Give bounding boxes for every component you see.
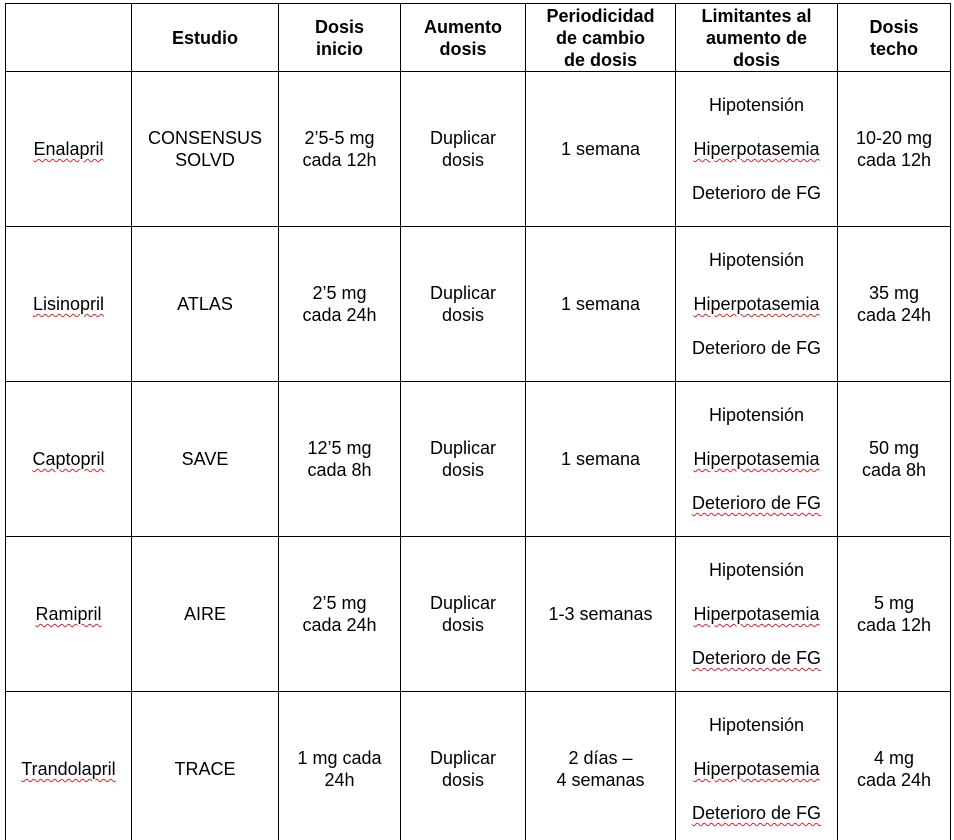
limit-hipotension: Hipotensión (680, 94, 833, 116)
limit-hiperpotasemia: Hiperpotasemia (693, 449, 819, 469)
header-aumento-dosis: Aumento dosis (401, 4, 526, 72)
limit-hiperpotasemia: Hiperpotasemia (693, 759, 819, 779)
drug-cell: Trandolapril (6, 692, 132, 840)
limits-cell: Hipotensión Hiperpotasemia Deterioro de … (676, 537, 838, 692)
increase-cell: Duplicar dosis (401, 382, 526, 537)
header-periodicidad: Periodicidad de cambio de dosis (526, 4, 676, 72)
period-cell: 1 semana (526, 72, 676, 227)
drug-name: Lisinopril (33, 294, 104, 314)
increase-cell: Duplicar dosis (401, 692, 526, 840)
max-dose-cell: 5 mg cada 12h (838, 537, 951, 692)
period-cell: 1 semana (526, 382, 676, 537)
max-dose-cell: 4 mg cada 24h (838, 692, 951, 840)
limit-deterioro-fg: Deterioro de FG (692, 648, 821, 668)
max-dose-cell: 10-20 mg cada 12h (838, 72, 951, 227)
period-cell: 1 semana (526, 227, 676, 382)
limit-deterioro-fg: Deterioro de FG (680, 337, 833, 359)
table-row: Captopril SAVE 12’5 mg cada 8h Duplicar … (6, 382, 951, 537)
study-cell: AIRE (132, 537, 279, 692)
study-cell: TRACE (132, 692, 279, 840)
limits-cell: Hipotensión Hiperpotasemia Deterioro de … (676, 72, 838, 227)
increase-cell: Duplicar dosis (401, 227, 526, 382)
limit-hiperpotasemia: Hiperpotasemia (693, 139, 819, 159)
header-limitantes: Limitantes al aumento de dosis (676, 4, 838, 72)
drug-name: Trandolapril (21, 759, 115, 779)
limit-deterioro-fg: Deterioro de FG (692, 803, 821, 823)
limit-deterioro-fg: Deterioro de FG (692, 493, 821, 513)
start-dose-cell: 2’5 mg cada 24h (279, 537, 401, 692)
limits-cell: Hipotensión Hiperpotasemia Deterioro de … (676, 692, 838, 840)
header-dosis-inicio: Dosis inicio (279, 4, 401, 72)
start-dose-cell: 1 mg cada 24h (279, 692, 401, 840)
drug-cell: Enalapril (6, 72, 132, 227)
limit-hipotension: Hipotensión (680, 404, 833, 426)
header-row: Estudio Dosis inicio Aumento dosis Perio… (6, 4, 951, 72)
table-row: Ramipril AIRE 2’5 mg cada 24h Duplicar d… (6, 537, 951, 692)
increase-cell: Duplicar dosis (401, 72, 526, 227)
start-dose-cell: 2’5 mg cada 24h (279, 227, 401, 382)
limit-hipotension: Hipotensión (680, 559, 833, 581)
drug-cell: Ramipril (6, 537, 132, 692)
limits-cell: Hipotensión Hiperpotasemia Deterioro de … (676, 227, 838, 382)
study-cell: ATLAS (132, 227, 279, 382)
drug-name: Enalapril (33, 139, 103, 159)
study-cell: SAVE (132, 382, 279, 537)
limits-cell: Hipotensión Hiperpotasemia Deterioro de … (676, 382, 838, 537)
start-dose-cell: 12’5 mg cada 8h (279, 382, 401, 537)
header-empty-cell (6, 4, 132, 72)
drug-name: Ramipril (35, 604, 101, 624)
table-row: Trandolapril TRACE 1 mg cada 24h Duplica… (6, 692, 951, 840)
limit-hiperpotasemia: Hiperpotasemia (693, 294, 819, 314)
max-dose-cell: 50 mg cada 8h (838, 382, 951, 537)
limit-hipotension: Hipotensión (680, 714, 833, 736)
limit-hiperpotasemia: Hiperpotasemia (693, 604, 819, 624)
table-row: Lisinopril ATLAS 2’5 mg cada 24h Duplica… (6, 227, 951, 382)
study-cell: CONSENSUS SOLVD (132, 72, 279, 227)
start-dose-cell: 2’5-5 mg cada 12h (279, 72, 401, 227)
drug-cell: Lisinopril (6, 227, 132, 382)
header-dosis-techo: Dosis techo (838, 4, 951, 72)
limit-hipotension: Hipotensión (680, 249, 833, 271)
max-dose-cell: 35 mg cada 24h (838, 227, 951, 382)
table-row: Enalapril CONSENSUS SOLVD 2’5-5 mg cada … (6, 72, 951, 227)
period-cell: 2 días – 4 semanas (526, 692, 676, 840)
limit-deterioro-fg: Deterioro de FG (680, 182, 833, 204)
drug-cell: Captopril (6, 382, 132, 537)
drug-name: Captopril (32, 449, 104, 469)
increase-cell: Duplicar dosis (401, 537, 526, 692)
dosing-table: Estudio Dosis inicio Aumento dosis Perio… (5, 3, 951, 840)
period-cell: 1-3 semanas (526, 537, 676, 692)
header-estudio: Estudio (132, 4, 279, 72)
